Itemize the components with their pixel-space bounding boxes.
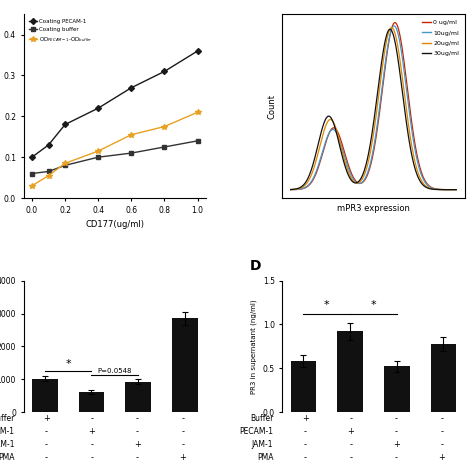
Text: -: - xyxy=(182,427,184,436)
Text: -: - xyxy=(304,454,307,463)
Bar xyxy=(32,379,58,412)
Text: -: - xyxy=(45,440,48,449)
Text: -: - xyxy=(136,454,139,463)
Text: B: B xyxy=(261,0,271,2)
Text: -: - xyxy=(91,440,93,449)
Text: -: - xyxy=(182,440,184,449)
Text: -: - xyxy=(349,414,352,423)
Text: -: - xyxy=(440,414,443,423)
Bar xyxy=(125,382,151,412)
X-axis label: CD177(ug/ml): CD177(ug/ml) xyxy=(85,220,144,229)
Text: -: - xyxy=(91,414,93,423)
Legend: Coating PECAM-1, Coating buffer, OD$_{PECAM-1}$-OD$_{buffer}$: Coating PECAM-1, Coating buffer, OD$_{PE… xyxy=(27,17,95,46)
Text: +: + xyxy=(43,414,50,423)
Text: -: - xyxy=(136,427,139,436)
Text: -: - xyxy=(45,454,48,463)
Text: -: - xyxy=(395,427,398,436)
Text: -: - xyxy=(45,427,48,436)
Text: Buffer: Buffer xyxy=(250,414,273,423)
Text: *: * xyxy=(371,301,376,310)
Text: -: - xyxy=(395,454,398,463)
Text: *: * xyxy=(65,359,71,369)
Legend: 0 ug/ml, 10ug/ml, 20ug/ml, 30ug/ml: 0 ug/ml, 10ug/ml, 20ug/ml, 30ug/ml xyxy=(419,18,461,59)
Text: PMA: PMA xyxy=(257,454,273,463)
Text: +: + xyxy=(393,440,400,449)
Text: *: * xyxy=(324,301,329,310)
X-axis label: mPR3 expression: mPR3 expression xyxy=(337,203,410,212)
Text: -: - xyxy=(395,414,398,423)
Text: +: + xyxy=(180,454,187,463)
Text: PMA: PMA xyxy=(0,454,15,463)
Text: D: D xyxy=(250,259,261,273)
Text: -: - xyxy=(91,454,93,463)
Bar xyxy=(172,319,198,412)
Text: -: - xyxy=(440,440,443,449)
Text: +: + xyxy=(89,427,95,436)
Text: +: + xyxy=(438,454,445,463)
Text: -: - xyxy=(136,414,139,423)
Text: Buffer: Buffer xyxy=(0,414,15,423)
Bar xyxy=(79,392,104,412)
Text: +: + xyxy=(134,440,141,449)
Text: A: A xyxy=(0,0,2,2)
Y-axis label: Count: Count xyxy=(268,94,277,118)
Text: -: - xyxy=(349,440,352,449)
Text: -: - xyxy=(349,454,352,463)
Text: +: + xyxy=(347,427,354,436)
Text: +: + xyxy=(301,414,309,423)
Bar xyxy=(430,344,456,412)
Text: PECAM-1: PECAM-1 xyxy=(239,427,273,436)
Text: -: - xyxy=(182,414,184,423)
Bar xyxy=(384,366,410,412)
Bar xyxy=(291,361,316,412)
Text: -: - xyxy=(440,427,443,436)
Bar xyxy=(337,331,363,412)
Text: JAM-1: JAM-1 xyxy=(252,440,273,449)
Y-axis label: PR3 in supernatant (ng/ml): PR3 in supernatant (ng/ml) xyxy=(251,299,257,394)
Text: P=0.0548: P=0.0548 xyxy=(98,368,132,374)
Text: -: - xyxy=(304,427,307,436)
Text: PECAM-1: PECAM-1 xyxy=(0,427,15,436)
Text: -: - xyxy=(304,440,307,449)
Text: JAM-1: JAM-1 xyxy=(0,440,15,449)
